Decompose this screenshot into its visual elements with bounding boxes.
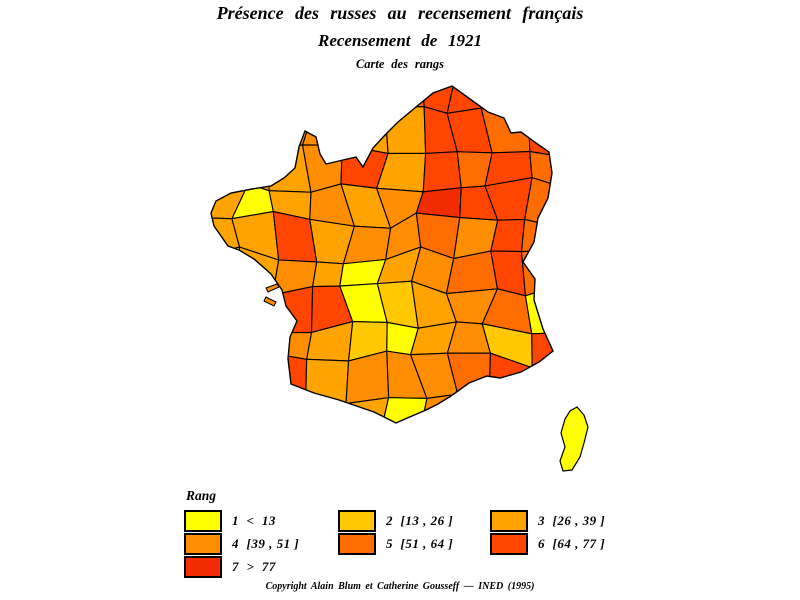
legend-label: 7 > 77 bbox=[232, 558, 276, 574]
legend-title: Rang bbox=[186, 488, 217, 503]
legend-item: 3 [26 , 39 ] bbox=[490, 509, 605, 532]
department-region bbox=[415, 187, 462, 219]
legend-label: 6 [64 , 77 ] bbox=[538, 535, 606, 551]
legend-swatch bbox=[184, 555, 222, 578]
copyright: Copyright Alain Blum et Catherine Gousse… bbox=[265, 581, 535, 592]
legend-item: 2 [13 , 26 ] bbox=[338, 509, 453, 532]
legend-item: 4 [39 , 51 ] bbox=[184, 532, 299, 555]
department-region bbox=[341, 106, 389, 155]
figure-title: Présence des russes au recensement franç… bbox=[216, 3, 584, 23]
france-outline bbox=[210, 85, 554, 424]
legend-label: 2 [13 , 26 ] bbox=[386, 512, 454, 528]
island-region bbox=[265, 283, 280, 293]
legend-swatch bbox=[490, 532, 528, 555]
department-region bbox=[238, 86, 283, 108]
department-region bbox=[211, 148, 249, 185]
department-region bbox=[211, 388, 250, 423]
department-region bbox=[311, 261, 345, 288]
department-region bbox=[304, 400, 350, 423]
legend: Rang 1 < 13 4 [39 , 51 ] 7 > 77 2 [13 , 26… bbox=[184, 488, 664, 583]
legend-swatch bbox=[338, 532, 376, 555]
department-region bbox=[211, 105, 243, 158]
department-region bbox=[211, 352, 236, 393]
legend-swatch bbox=[490, 509, 528, 532]
department-region bbox=[232, 316, 275, 355]
legend-swatch bbox=[184, 532, 222, 555]
department-region bbox=[422, 151, 462, 193]
department-region bbox=[520, 249, 553, 297]
legend-column: 2 [13 , 26 ] 5 [51 , 64 ] bbox=[338, 509, 453, 555]
department-region bbox=[211, 282, 234, 319]
department-region bbox=[524, 287, 553, 335]
department-region bbox=[312, 86, 353, 121]
department-region bbox=[522, 387, 553, 423]
legend-item: 5 [51 , 64 ] bbox=[338, 532, 453, 555]
legend-column: 3 [26 , 39 ] 6 [64 , 77 ] bbox=[490, 509, 605, 555]
legend-label: 1 < 13 bbox=[232, 512, 276, 528]
department-region bbox=[281, 86, 316, 113]
legend-label: 3 [26 , 39 ] bbox=[538, 512, 606, 528]
department-region bbox=[211, 316, 234, 359]
department-region bbox=[232, 352, 282, 395]
department-region bbox=[233, 391, 282, 423]
department-region bbox=[301, 110, 353, 146]
figure-caption: Carte des rangs bbox=[355, 57, 445, 71]
legend-item: 7 > 77 bbox=[184, 555, 299, 578]
department-region bbox=[272, 331, 313, 360]
figure-subtitle: Recensement de 1921 bbox=[317, 31, 482, 50]
department-region bbox=[211, 86, 248, 120]
department-region bbox=[384, 86, 425, 108]
legend-label: 5 [51 , 64 ] bbox=[386, 535, 454, 551]
legend-column: 1 < 13 4 [39 , 51 ] 7 > 77 bbox=[184, 509, 299, 578]
department-region bbox=[346, 86, 392, 122]
department-region bbox=[522, 86, 553, 122]
department-region bbox=[241, 148, 270, 192]
department-region bbox=[520, 218, 553, 253]
department-region bbox=[212, 246, 241, 286]
legend-label: 4 [39 , 51 ] bbox=[232, 535, 300, 551]
legend-item: 1 < 13 bbox=[184, 509, 299, 532]
corsica-region bbox=[559, 406, 589, 472]
department-region bbox=[238, 106, 283, 152]
legend-swatch bbox=[338, 509, 376, 532]
department-region bbox=[272, 285, 314, 334]
department-region bbox=[488, 390, 529, 423]
legend-swatch bbox=[184, 509, 222, 532]
department-region bbox=[277, 392, 316, 423]
department-region bbox=[382, 397, 428, 423]
department-region bbox=[456, 391, 495, 423]
island-region bbox=[263, 296, 277, 307]
legend-item: 6 [64 , 77 ] bbox=[490, 532, 605, 555]
